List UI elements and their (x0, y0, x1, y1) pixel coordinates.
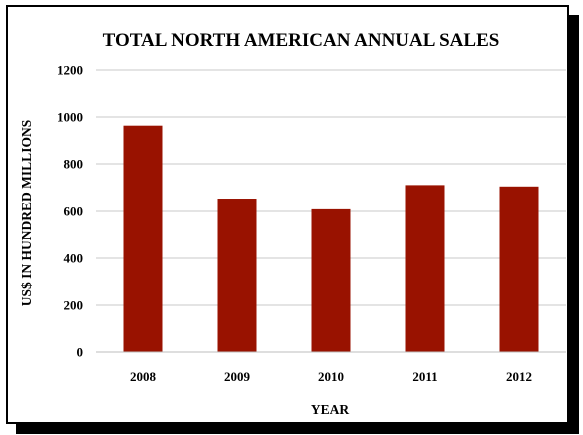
x-axis-label: YEAR (311, 402, 350, 417)
x-axis-ticks: 2008 2009 2010 2011 2012 (130, 369, 532, 384)
x-tick-label: 2011 (412, 369, 437, 384)
bar-2009 (217, 199, 257, 352)
bar-2008 (123, 125, 163, 352)
y-tick-label: 1200 (57, 63, 83, 78)
y-axis-ticks: 0 200 400 600 800 1000 1200 (57, 63, 83, 360)
y-tick-label: 0 (77, 345, 84, 360)
y-tick-label: 600 (64, 204, 84, 219)
bar-2011 (405, 185, 445, 352)
x-tick-label: 2010 (318, 369, 344, 384)
x-tick-label: 2009 (224, 369, 251, 384)
y-tick-label: 1000 (57, 110, 83, 125)
y-tick-label: 400 (64, 251, 84, 266)
chart-frame (6, 5, 569, 424)
bar-2010 (311, 208, 351, 352)
bars (123, 125, 539, 352)
y-tick-label: 200 (64, 298, 84, 313)
gridlines (96, 69, 566, 306)
x-tick-label: 2012 (506, 369, 532, 384)
x-tick-label: 2008 (130, 369, 157, 384)
y-axis-label: US$ IN HUNDRED MILLIONS (19, 120, 34, 306)
y-tick-label: 800 (64, 157, 84, 172)
chart-title: TOTAL NORTH AMERICAN ANNUAL SALES (103, 30, 500, 51)
bar-2012 (499, 186, 539, 352)
